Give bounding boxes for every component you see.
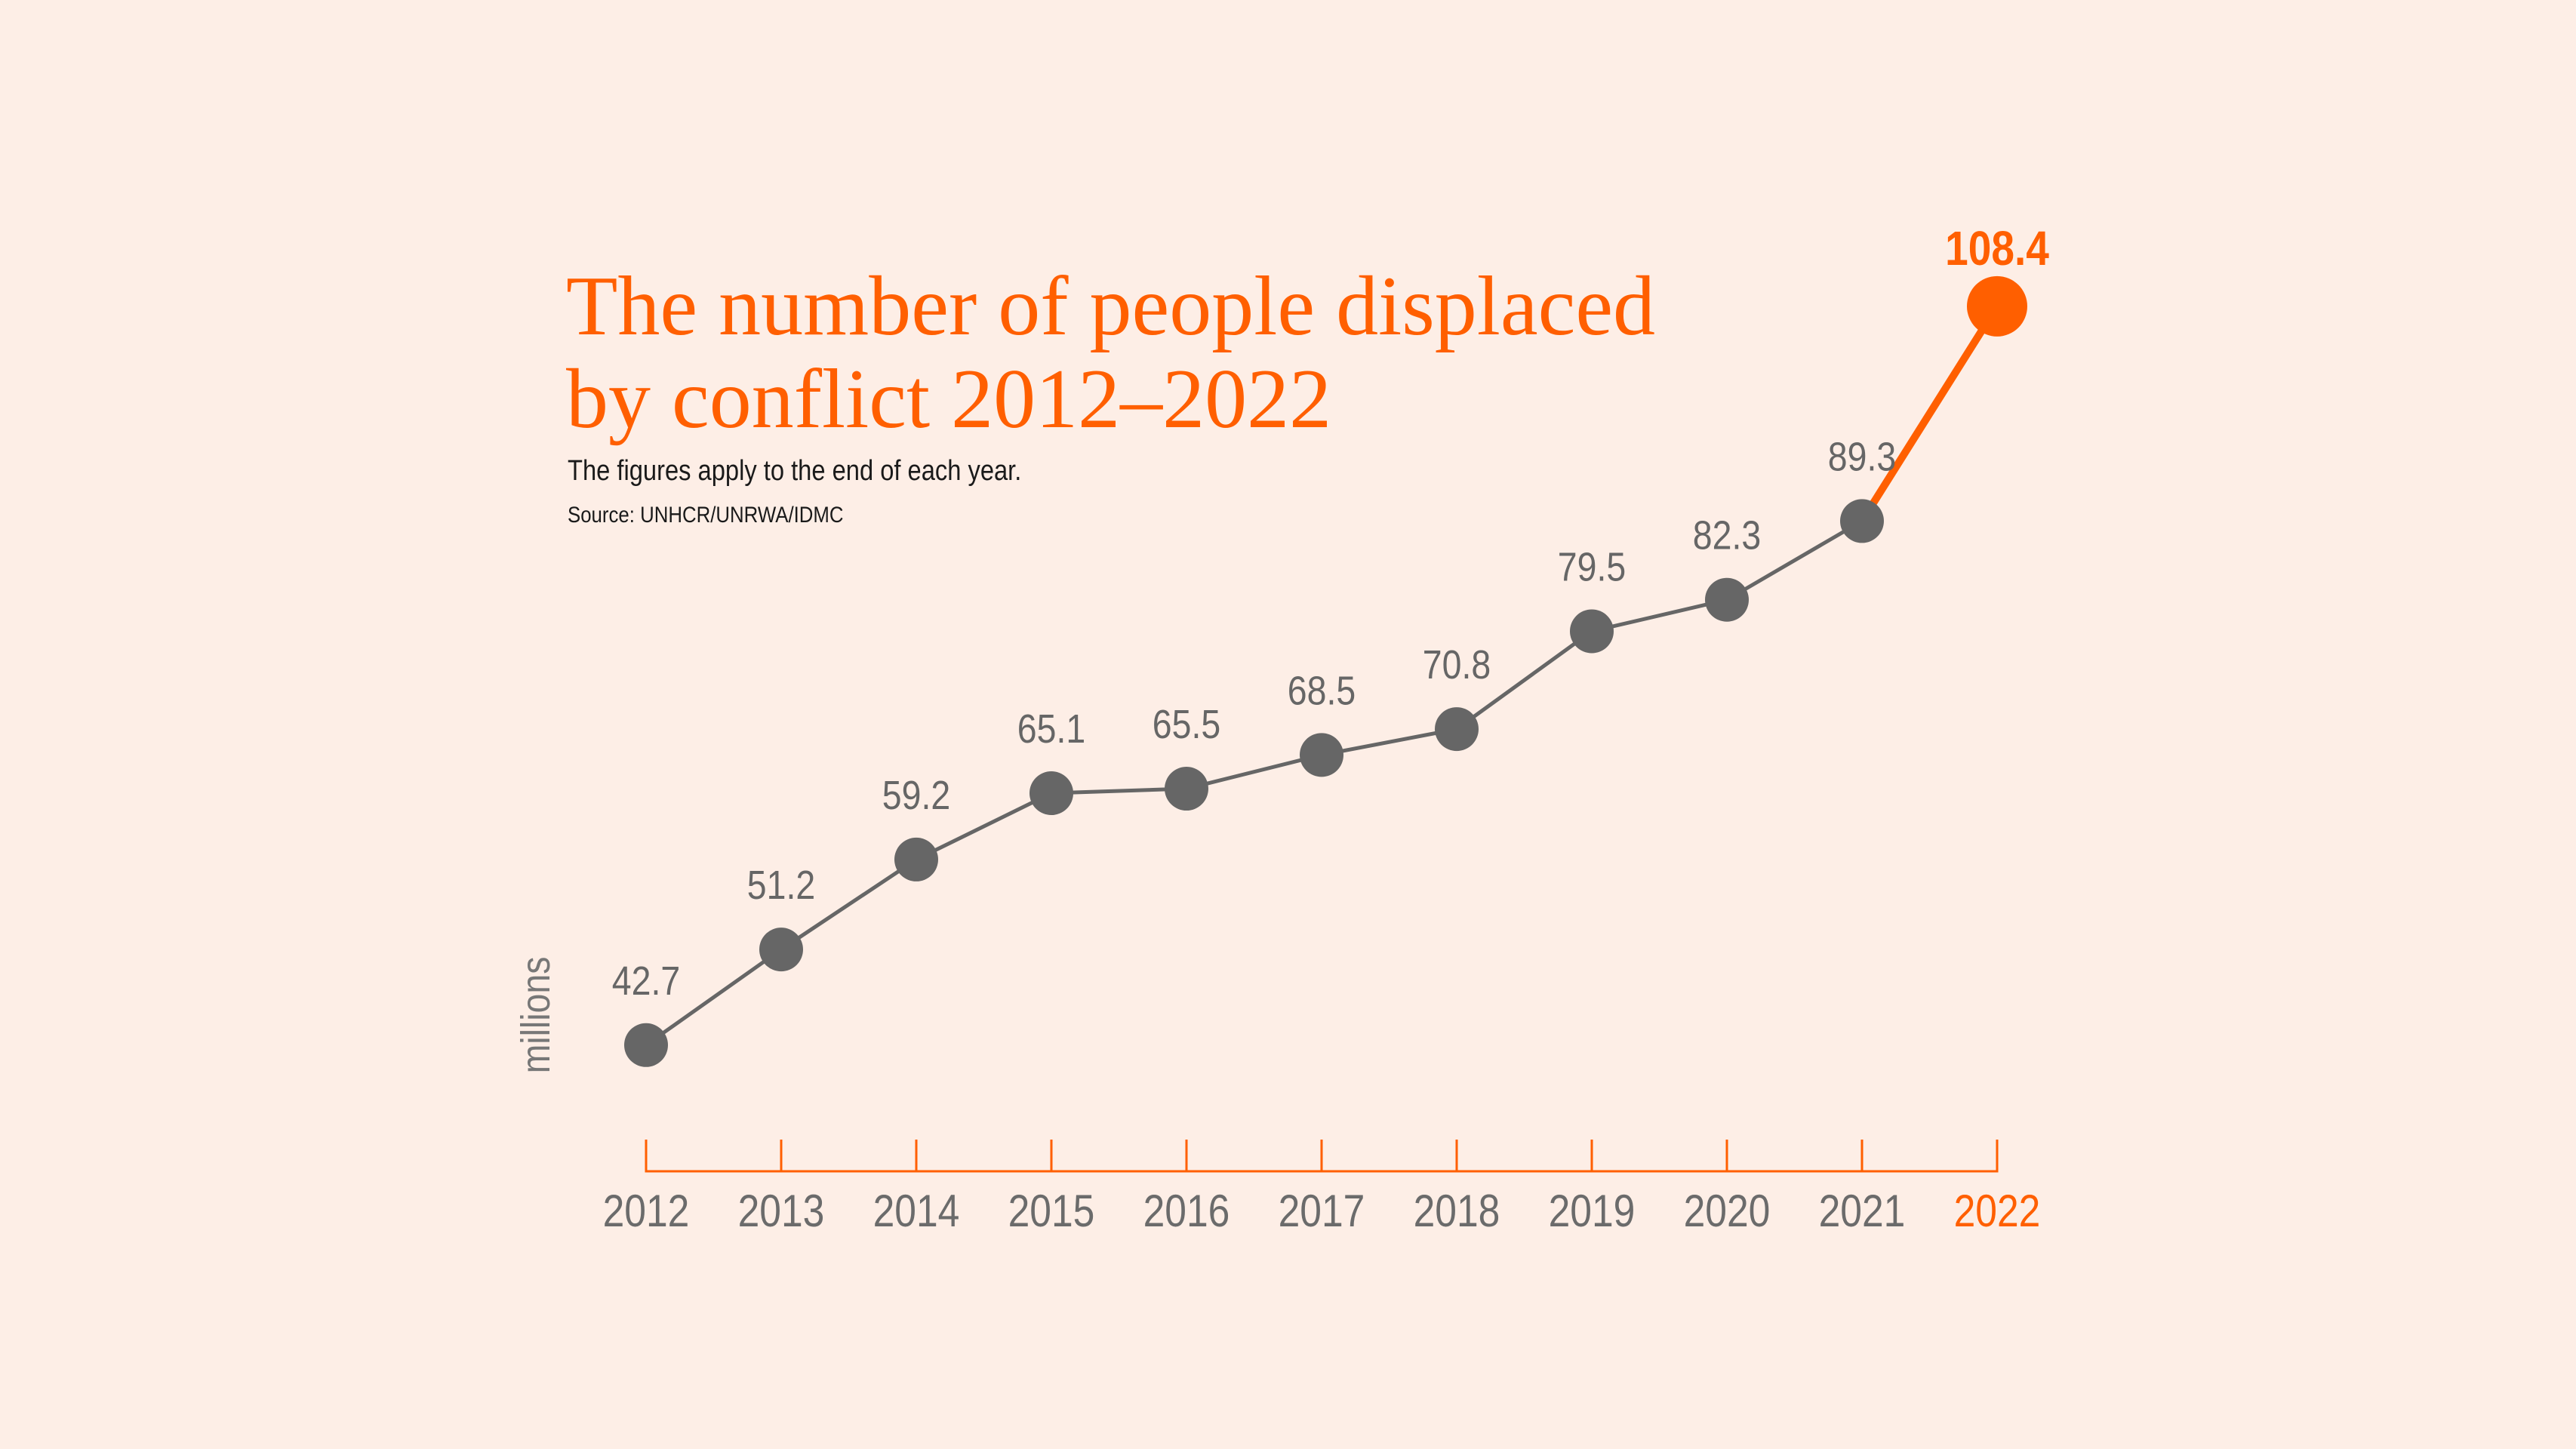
- chart-source: Source: UNHCR/UNRWA/IDMC: [568, 503, 844, 528]
- data-point-2020: [1705, 577, 1749, 622]
- data-label-2022: 108.4: [1945, 221, 2049, 275]
- data-point-2014: [894, 837, 938, 881]
- x-axis: 2012 2013 2014 2015 2016 2017 2018 2019 2020 2021…: [603, 1140, 2041, 1236]
- data-label-2019: 79.5: [1558, 543, 1626, 589]
- line-segment-2021-2022: [1858, 302, 2001, 525]
- data-label-2020: 82.3: [1693, 512, 1761, 558]
- chart-title-line-1: The number of people displaced: [566, 260, 1656, 353]
- x-tick-label-2016: 2016: [1143, 1185, 1230, 1236]
- data-point-2022: [1967, 275, 2027, 337]
- data-point-2018: [1435, 707, 1479, 752]
- x-tick-label-2019: 2019: [1549, 1185, 1636, 1236]
- line-segment-2017-2018: [1319, 727, 1459, 757]
- data-point-2021: [1840, 499, 1884, 543]
- data-label-2021: 89.3: [1828, 433, 1896, 479]
- x-tick-label-2017: 2017: [1279, 1185, 1365, 1236]
- data-label-2012: 42.7: [612, 957, 680, 1003]
- data-point-2019: [1570, 609, 1614, 654]
- line-segment-2012-2013: [644, 947, 783, 1048]
- x-tick-label-2012: 2012: [603, 1185, 690, 1236]
- data-point-2017: [1300, 733, 1343, 777]
- chart-title: The number of people displaced by confli…: [566, 260, 1849, 446]
- y-axis-label: millions: [512, 957, 559, 1074]
- data-label-2017: 68.5: [1288, 667, 1356, 713]
- line-segment-2019-2020: [1590, 598, 1729, 633]
- x-tick-label-2014: 2014: [873, 1185, 960, 1236]
- data-point-2012: [624, 1023, 668, 1067]
- line-segment-2014-2015: [914, 791, 1054, 862]
- data-point-2013: [759, 928, 803, 972]
- line-segment-2016-2017: [1184, 752, 1324, 791]
- series-lines: [644, 302, 2001, 1048]
- data-point-2015: [1029, 771, 1073, 816]
- line-segment-2013-2014: [779, 857, 919, 952]
- chart-title-line-2: by conflict 2012–2022: [566, 352, 1332, 446]
- line-segment-2020-2021: [1725, 518, 1864, 602]
- data-points: [624, 275, 2027, 1067]
- x-tick-label-2013: 2013: [738, 1185, 825, 1236]
- line-segment-2015-2016: [1049, 786, 1189, 795]
- x-tick-label-2022: 2022: [1954, 1185, 2041, 1236]
- data-label-2016: 65.5: [1153, 701, 1220, 747]
- line-segment-2018-2019: [1454, 629, 1594, 731]
- x-tick-label-2021: 2021: [1819, 1185, 1906, 1236]
- x-tick-label-2018: 2018: [1414, 1185, 1500, 1236]
- x-tick-label-2015: 2015: [1008, 1185, 1095, 1236]
- data-label-2018: 70.8: [1423, 641, 1491, 688]
- data-label-2014: 59.2: [882, 772, 950, 818]
- data-label-2013: 51.2: [747, 862, 815, 908]
- data-point-2016: [1165, 767, 1208, 811]
- data-labels: 42.7 51.2 59.2 65.1 65.5 68.5 70.8 79.5 82.3 89.3…: [612, 221, 2049, 1004]
- data-label-2015: 65.1: [1017, 706, 1085, 752]
- chart-subtitle: The figures apply to the end of each yea…: [568, 455, 1022, 487]
- x-tick-label-2020: 2020: [1684, 1185, 1771, 1236]
